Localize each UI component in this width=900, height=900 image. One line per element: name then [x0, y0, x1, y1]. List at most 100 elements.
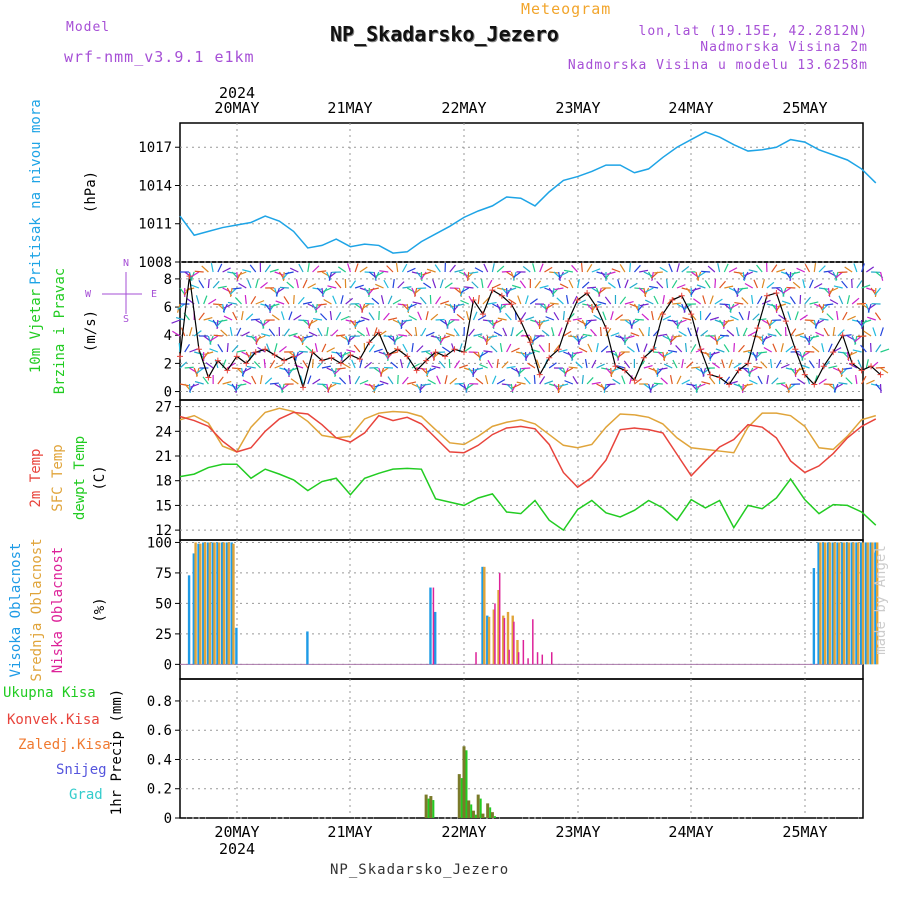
wind-arrow	[611, 367, 621, 372]
cloud-bar	[532, 619, 534, 665]
wind-arrow	[226, 342, 229, 353]
wind-arrow	[539, 285, 549, 289]
wind-arrow	[516, 381, 526, 385]
wind-arrow	[668, 263, 673, 273]
wind-arrow	[414, 327, 418, 337]
wind-arrow	[752, 335, 762, 339]
wind-arrow	[271, 314, 280, 321]
wind-arrow	[837, 329, 845, 337]
wind-arrow	[487, 279, 493, 289]
wind-arrow	[837, 351, 847, 354]
wind-arrow	[263, 358, 266, 369]
wind-arrow	[563, 269, 573, 273]
wind-arrow	[598, 287, 607, 294]
wind-arrow	[832, 347, 842, 353]
wind-speed-point	[498, 292, 505, 299]
precip-bar	[457, 774, 461, 818]
cloud-bar	[203, 542, 207, 665]
wind-arrow	[464, 286, 474, 289]
wind-arrow	[293, 294, 295, 305]
wind-arrow	[321, 365, 331, 369]
wind-arrow	[624, 279, 629, 289]
wind-arrow	[408, 315, 417, 321]
wind-arrow	[467, 271, 470, 282]
wind-arrow	[280, 311, 285, 321]
temp-line-2	[179, 463, 877, 532]
precip-unit: 1hr Precip (mm)	[109, 689, 125, 815]
altitude-text: Nadmorska Visina 2m	[700, 40, 868, 55]
wind-speed-point	[442, 353, 449, 360]
wind-arrow	[317, 270, 327, 273]
wind-arrow	[623, 360, 631, 369]
wind-arrow	[743, 349, 753, 353]
wind-arrow	[723, 263, 729, 273]
y-tick-label: 21	[155, 449, 172, 465]
wind-speed-point	[565, 318, 572, 325]
wind-arrow	[649, 285, 659, 289]
wind-arrow	[359, 379, 369, 385]
wind-arrow	[302, 360, 309, 369]
wind-arrow	[210, 263, 214, 273]
wind-speed-point	[584, 289, 591, 296]
wind-arrow	[651, 311, 654, 321]
wind-arrow	[269, 359, 276, 369]
wind-speed-point	[612, 363, 619, 370]
wind-arrow	[653, 382, 663, 385]
wind-arrow	[829, 299, 839, 305]
wind-arrow	[519, 280, 527, 289]
wind-arrow	[645, 287, 654, 293]
wind-speed-point	[650, 346, 657, 353]
wind-arrow	[697, 271, 706, 278]
wind-arrow	[402, 376, 409, 385]
wind-arrow	[684, 342, 688, 353]
wind-arrow	[529, 298, 538, 305]
wind-arrow	[586, 264, 593, 273]
wind-arrow	[327, 285, 337, 289]
wind-arrow	[497, 287, 507, 291]
wind-arrow	[847, 315, 856, 321]
wind-arrow	[728, 380, 738, 385]
wind-arrow	[501, 361, 509, 369]
wind-arrow	[204, 351, 214, 356]
wind-arrow	[597, 300, 607, 305]
wind-arrow	[465, 311, 470, 321]
wind-arrow	[246, 335, 256, 339]
wind-arrow	[379, 380, 389, 385]
wind-arrow	[648, 326, 650, 337]
wind-arrow	[596, 363, 605, 369]
wind-speed-point	[726, 381, 733, 388]
temp-ylabel-2m: 2m Temp	[28, 448, 44, 507]
wind-arrow	[244, 294, 247, 305]
wind-arrow	[582, 333, 592, 337]
wind-arrow	[236, 271, 243, 281]
wind-arrow	[289, 267, 299, 273]
wind-arrow	[780, 271, 790, 276]
wind-arrow	[563, 330, 572, 337]
wind-arrow	[691, 287, 701, 292]
wind-arrow	[411, 271, 421, 275]
y-tick-label: 1017	[138, 140, 172, 156]
wind-arrow	[686, 383, 696, 387]
wind-arrow	[612, 378, 621, 385]
cloud-bar	[836, 542, 839, 665]
wind-arrow	[733, 383, 743, 388]
model-name: wrf-nmm_v3.9.1 e1km	[64, 48, 255, 66]
wind-arrow	[484, 375, 489, 385]
wind-arrow	[184, 344, 191, 353]
wind-arrow	[340, 295, 344, 305]
cloud-bar	[845, 542, 849, 665]
wind-arrow	[177, 303, 186, 310]
wind-arrow	[433, 351, 441, 359]
wind-speed-point	[688, 311, 695, 318]
wind-arrow	[496, 358, 499, 369]
wind-arrow	[572, 375, 579, 385]
wind-arrow	[821, 303, 825, 313]
wind-arrow	[444, 282, 453, 289]
wind-arrow	[572, 317, 582, 321]
wind-arrow	[681, 265, 690, 273]
wind-arrow	[399, 359, 404, 369]
wind-speed-point	[508, 301, 515, 308]
wind-speed-point	[461, 349, 467, 356]
wind-arrow	[491, 263, 495, 273]
wind-arrow	[532, 335, 541, 342]
